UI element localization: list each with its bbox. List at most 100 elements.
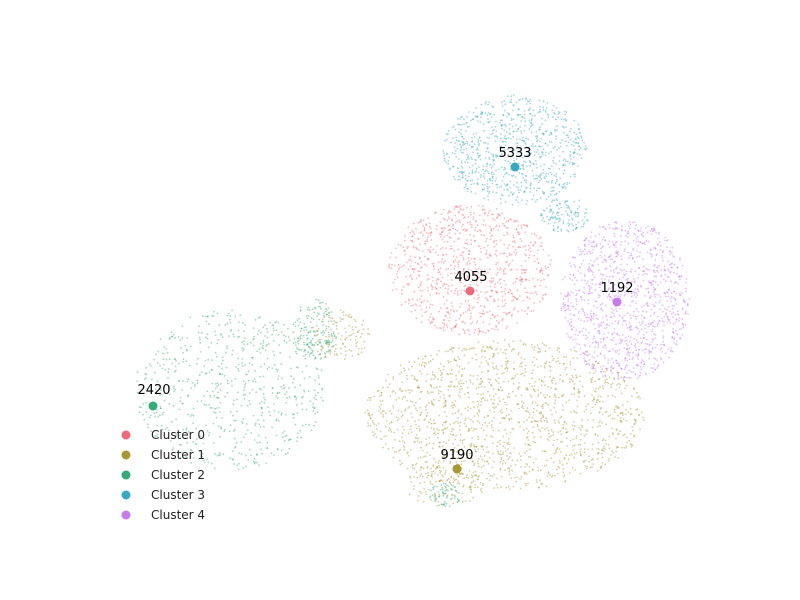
scatter-point [477, 438, 480, 441]
scatter-point [495, 169, 497, 172]
scatter-point [596, 447, 598, 450]
scatter-point [618, 342, 621, 345]
scatter-point [404, 249, 406, 252]
scatter-point [461, 439, 464, 442]
scatter-point [508, 132, 511, 135]
scatter-point [462, 268, 465, 271]
scatter-point [411, 268, 414, 271]
scatter-point [211, 382, 214, 385]
scatter-point [528, 448, 531, 451]
scatter-point [490, 228, 492, 230]
scatter-point [262, 341, 265, 344]
scatter-point [507, 113, 510, 116]
scatter-point [499, 214, 501, 217]
scatter-point [502, 114, 505, 117]
scatter-point [419, 482, 422, 485]
scatter-point [558, 466, 560, 469]
scatter-point [559, 219, 561, 222]
scatter-point [518, 381, 520, 384]
scatter-point [420, 261, 423, 263]
scatter-point [511, 203, 514, 206]
scatter-point [500, 252, 502, 255]
scatter-point [544, 384, 546, 387]
scatter-point [450, 369, 453, 371]
scatter-point [570, 217, 573, 220]
scatter-point [479, 258, 481, 261]
scatter-point [669, 350, 672, 353]
scatter-point [448, 224, 451, 227]
scatter-point [416, 386, 419, 389]
scatter-point [578, 426, 581, 429]
scatter-point [420, 372, 423, 375]
scatter-point [219, 401, 222, 404]
scatter-point [505, 171, 508, 174]
scatter-point [415, 304, 418, 307]
scatter-point [623, 380, 626, 383]
scatter-point [519, 168, 521, 171]
scatter-point [424, 243, 427, 245]
scatter-point [456, 290, 459, 292]
scatter-point [179, 396, 182, 399]
scatter-point [501, 140, 504, 143]
scatter-point [486, 298, 489, 301]
scatter-point [538, 179, 541, 182]
scatter-point [467, 396, 470, 399]
scatter-point [492, 300, 495, 303]
scatter-point [633, 221, 636, 223]
scatter-point [585, 148, 587, 151]
scatter-point [634, 343, 637, 345]
scatter-point [351, 355, 354, 357]
scatter-point [444, 492, 447, 495]
scatter-point [470, 119, 472, 122]
scatter-point [570, 211, 573, 214]
scatter-point [556, 448, 558, 451]
scatter-point [498, 388, 500, 391]
scatter-point [570, 290, 573, 293]
scatter-point [608, 376, 611, 378]
scatter-point [531, 469, 534, 472]
scatter-point [346, 336, 348, 339]
scatter-point [597, 434, 599, 437]
scatter-point [555, 218, 558, 221]
scatter-point [664, 280, 667, 283]
scatter-point [296, 404, 298, 406]
scatter-point [297, 324, 300, 327]
scatter-point [309, 353, 311, 355]
scatter-point [528, 148, 531, 150]
scatter-point [540, 420, 543, 423]
scatter-point [517, 246, 520, 249]
scatter-point [533, 407, 535, 410]
scatter-point [433, 268, 435, 271]
scatter-point [558, 112, 561, 114]
scatter-point [653, 275, 656, 278]
scatter-point [604, 381, 606, 384]
scatter-point [549, 409, 552, 412]
scatter-point [543, 209, 546, 212]
scatter-point [552, 156, 555, 159]
scatter-point [269, 321, 271, 324]
scatter-point [597, 395, 600, 397]
scatter-point [470, 491, 472, 494]
scatter-point [545, 198, 548, 201]
scatter-point [166, 426, 169, 429]
scatter-point [568, 215, 571, 217]
scatter-point [429, 251, 431, 254]
scatter-point [542, 217, 545, 220]
scatter-point [476, 486, 479, 489]
scatter-point [503, 217, 506, 220]
scatter-point [491, 356, 494, 359]
scatter-point [456, 261, 459, 264]
scatter-point [504, 288, 507, 290]
scatter-point [325, 355, 327, 358]
scatter-point [561, 440, 564, 443]
scatter-point [461, 321, 464, 324]
scatter-point [663, 265, 666, 268]
scatter-point [650, 367, 653, 369]
scatter-point [634, 346, 637, 349]
scatter-point [614, 228, 616, 231]
scatter-point [443, 500, 446, 503]
scatter-point [501, 319, 504, 322]
scatter-point [584, 337, 587, 340]
scatter-point [481, 445, 483, 447]
scatter-point [308, 423, 311, 426]
